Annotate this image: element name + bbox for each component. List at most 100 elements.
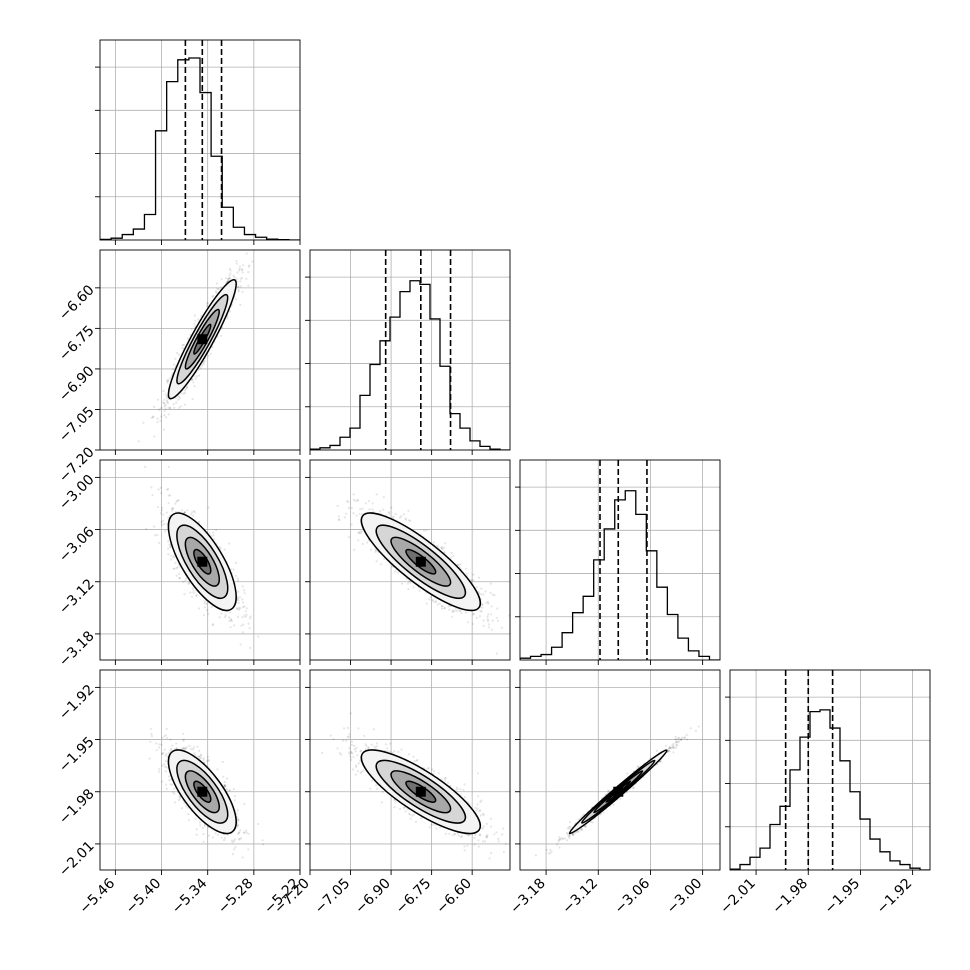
sample-point xyxy=(242,589,246,592)
sample-point xyxy=(472,612,475,616)
sample-point xyxy=(434,601,437,604)
sample-point xyxy=(460,612,463,615)
sample-point xyxy=(156,398,160,401)
sample-point xyxy=(347,506,351,509)
y-tick-label: −3.06 xyxy=(56,524,98,566)
sample-point xyxy=(243,802,246,806)
sample-point xyxy=(240,837,243,840)
sample-point xyxy=(450,551,453,555)
sample-point xyxy=(230,619,233,623)
sample-point xyxy=(241,616,244,619)
sample-point xyxy=(169,546,172,549)
sample-point xyxy=(171,744,174,747)
sample-point xyxy=(398,516,401,519)
sample-point xyxy=(392,515,395,518)
sample-point xyxy=(167,465,170,468)
sample-point xyxy=(165,399,168,402)
sample-point xyxy=(217,287,220,291)
sample-point xyxy=(163,405,166,408)
sample-point xyxy=(487,602,490,605)
sample-point xyxy=(495,616,498,619)
sample-point xyxy=(157,506,160,509)
sample-point xyxy=(193,375,196,378)
sample-point xyxy=(192,381,195,384)
sample-point xyxy=(156,417,159,420)
sample-point xyxy=(196,745,199,748)
sample-point xyxy=(236,615,240,619)
sample-point xyxy=(440,546,443,550)
sample-point xyxy=(160,752,163,755)
sample-point xyxy=(169,783,172,786)
sample-point xyxy=(175,567,178,570)
sample-point xyxy=(440,607,443,610)
sample-point xyxy=(374,550,377,553)
sample-point xyxy=(167,553,170,556)
sample-point xyxy=(167,540,170,543)
sample-point xyxy=(219,546,222,549)
sample-point xyxy=(441,548,444,551)
sample-point xyxy=(198,520,201,523)
sample-point xyxy=(182,732,185,736)
sample-point xyxy=(431,598,434,602)
sample-point xyxy=(178,576,181,580)
sample-point xyxy=(165,397,168,400)
sample-point xyxy=(236,271,239,274)
sample-point xyxy=(547,661,549,663)
sample-point xyxy=(168,543,171,546)
sample-point xyxy=(477,576,480,579)
sample-point xyxy=(159,407,162,410)
sample-point xyxy=(207,506,210,509)
sample-point xyxy=(166,736,169,739)
sample-point xyxy=(200,753,203,756)
sample-point xyxy=(237,608,241,611)
y-tick-label: −3.18 xyxy=(56,628,98,670)
sample-point xyxy=(205,305,208,308)
sample-point xyxy=(237,824,240,827)
sample-point xyxy=(464,611,467,614)
sample-point xyxy=(241,268,244,271)
sample-point xyxy=(204,600,207,603)
sample-point xyxy=(189,513,193,516)
sample-point xyxy=(459,563,462,566)
sample-point xyxy=(175,401,178,404)
sample-point xyxy=(220,612,223,615)
sample-point xyxy=(184,387,188,390)
sample-point xyxy=(160,523,163,527)
sample-point xyxy=(375,549,378,552)
sample-point xyxy=(239,643,242,646)
sample-point xyxy=(161,506,164,510)
sample-point xyxy=(172,567,175,570)
sample-point xyxy=(401,582,404,585)
sample-point xyxy=(164,754,167,757)
sample-point xyxy=(489,591,492,594)
sample-point xyxy=(165,511,168,514)
sample-point xyxy=(165,727,168,731)
sample-point xyxy=(236,598,239,601)
sample-point xyxy=(228,267,231,271)
sample-point xyxy=(151,416,155,419)
sample-point xyxy=(456,563,459,566)
sample-point xyxy=(237,818,240,821)
sample-point xyxy=(212,623,215,626)
sample-point xyxy=(481,603,484,606)
sample-point xyxy=(230,619,233,622)
sample-point xyxy=(181,346,184,350)
histogram-step xyxy=(100,57,300,240)
sample-point xyxy=(162,522,166,526)
sample-point xyxy=(243,605,246,608)
sample-point xyxy=(239,277,242,280)
sample-point xyxy=(238,596,241,599)
sample-point xyxy=(167,380,170,383)
sample-point xyxy=(169,554,172,557)
sample-point xyxy=(355,514,358,517)
histogram-step xyxy=(520,490,720,660)
sample-point xyxy=(242,623,245,626)
sample-point xyxy=(162,401,165,404)
sample-point xyxy=(235,262,238,265)
sample-point xyxy=(234,574,237,578)
sample-point xyxy=(359,530,362,533)
sample-point xyxy=(443,551,446,554)
sample-point xyxy=(457,563,460,567)
sample-point xyxy=(237,289,240,292)
sample-point xyxy=(235,260,238,263)
